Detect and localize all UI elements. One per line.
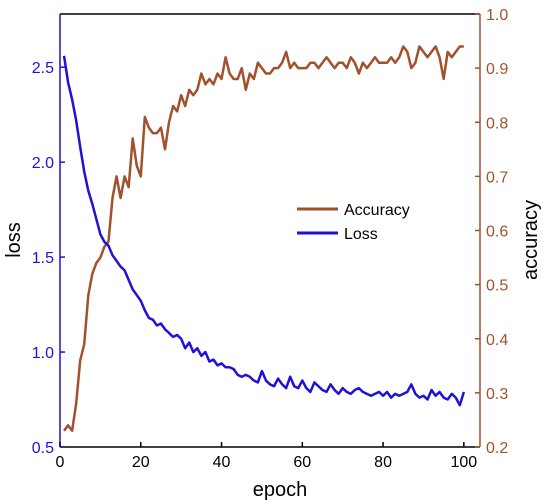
right-y-tick-label: 0.6 (486, 224, 508, 241)
x-tick-label: 80 (374, 454, 392, 471)
axis-layer: 0 20 40 60 80 100 0.5 1.0 1.5 2.0 2.5 0.2 0.3 0.4 0.5 0… (32, 7, 509, 471)
legend-label-loss: Loss (344, 226, 378, 243)
x-tick-label: 0 (56, 454, 65, 471)
left-y-tick-label: 1.5 (32, 250, 54, 267)
left-y-tick-label: 2.0 (32, 155, 54, 172)
series-line-accuracy (63, 45, 464, 433)
right-y-tick-label: 0.7 (486, 169, 508, 186)
legend: Accuracy Loss (297, 202, 410, 243)
legend-label-accuracy: Accuracy (344, 202, 410, 219)
left-y-axis-title: loss (3, 222, 25, 258)
x-axis-title: epoch (253, 479, 308, 501)
x-tick-label: 40 (213, 454, 231, 471)
plot-background (60, 14, 480, 447)
right-y-axis-title: accuracy (520, 200, 542, 280)
series-line-loss (62, 55, 466, 407)
left-y-tick-label: 1.0 (32, 345, 54, 362)
right-y-tick-label: 1.0 (486, 7, 508, 24)
x-tick-label: 100 (450, 454, 477, 471)
right-y-tick-label: 0.5 (486, 278, 508, 295)
right-y-tick-label: 0.3 (486, 386, 508, 403)
right-y-tick-label: 0.4 (486, 332, 508, 349)
right-y-tick-label: 0.2 (486, 440, 508, 457)
x-tick-label: 60 (293, 454, 311, 471)
plot-area (60, 14, 480, 447)
series-layer (62, 45, 466, 433)
right-y-tick-label: 0.9 (486, 61, 508, 78)
right-y-tick-label: 0.8 (486, 115, 508, 132)
left-y-tick-label: 2.5 (32, 60, 54, 77)
x-tick-label: 20 (132, 454, 150, 471)
left-y-tick-label: 0.5 (32, 440, 54, 457)
